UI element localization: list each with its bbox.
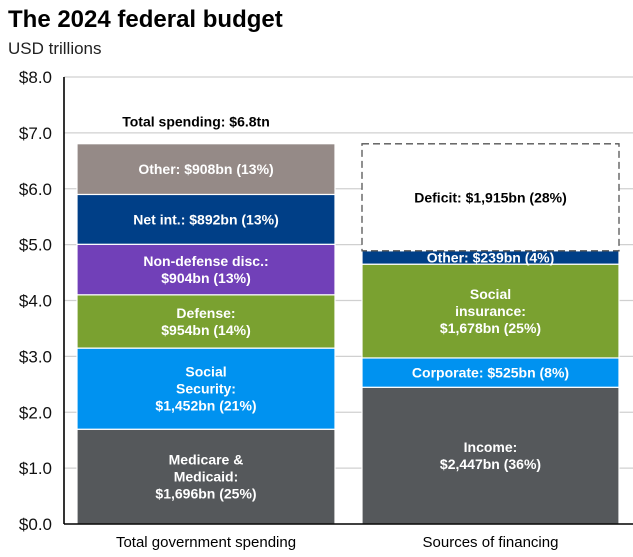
- chart-title: The 2024 federal budget: [8, 6, 283, 33]
- segment-label-line: Medicaid:: [174, 469, 239, 485]
- segment-label-line: $1,452bn (21%): [155, 398, 256, 414]
- segment-label-line: $954bn (14%): [161, 322, 250, 338]
- x-axis-labels: Total government spending Sources of fina…: [116, 534, 559, 551]
- segment-label-line: Security:: [176, 381, 236, 397]
- y-tick-label: $1.0: [19, 459, 52, 478]
- segment-label: Other: $239bn (4%): [427, 250, 555, 266]
- segment-label-line: Other: $239bn (4%): [427, 250, 555, 266]
- segment-label: Other: $908bn (13%): [138, 161, 273, 177]
- segment-label-line: Net int.: $892bn (13%): [133, 211, 278, 227]
- y-tick-label: $5.0: [19, 236, 52, 255]
- segment-label-line: $1,696bn (25%): [155, 486, 256, 502]
- bar-segment-social-security: [76, 347, 336, 430]
- y-tick-label: $2.0: [19, 403, 52, 422]
- y-axis: $0.0 $1.0 $2.0 $3.0 $4.0 $5.0 $6.0 $7.0 $8.0: [19, 68, 52, 534]
- y-tick-label: $8.0: [19, 68, 52, 87]
- plot-frame: [63, 77, 633, 525]
- bar-total-government-spending: Medicare & Medicaid: $1,696bn (25%) Social S…: [76, 143, 336, 525]
- bar-segment-income: [361, 386, 620, 525]
- bar-sources-of-financing: Income: $2,447bn (36%) Corporate: $525bn (…: [361, 143, 620, 525]
- x-category-label: Total government spending: [116, 534, 296, 551]
- segment-label: Deficit: $1,915bn (28%): [414, 189, 567, 205]
- segment-label-line: Deficit: $1,915bn (28%): [414, 189, 567, 205]
- bar-segment-corporate: [361, 357, 620, 388]
- segment-label-line: $2,447bn (36%): [440, 456, 541, 472]
- total-spending-annotation: Total spending: $6.8tn: [122, 114, 270, 130]
- segment-label: Defense: $954bn (14%): [161, 305, 250, 338]
- segment-label-line: $1,678bn (25%): [440, 320, 541, 336]
- segment-label-line: Other: $908bn (13%): [138, 161, 273, 177]
- x-category-label: Sources of financing: [423, 534, 559, 551]
- y-tick-label: $6.0: [19, 180, 52, 199]
- segment-label: Social insurance: $1,678bn (25%): [440, 286, 541, 336]
- segment-label-line: Social: [185, 364, 226, 380]
- chart-subtitle: USD trillions: [8, 39, 102, 58]
- bar-segment-net-int: [76, 193, 336, 245]
- y-tick-label: $0.0: [19, 515, 52, 534]
- segment-label-line: $904bn (13%): [161, 270, 250, 286]
- segment-label: Net int.: $892bn (13%): [133, 211, 278, 227]
- segment-label-line: Non-defense disc.:: [143, 253, 268, 269]
- segment-label: Non-defense disc.: $904bn (13%): [143, 253, 268, 286]
- segment-label-line: Social: [470, 286, 511, 302]
- segment-label: Social Security: $1,452bn (21%): [155, 364, 256, 414]
- y-tick-label: $7.0: [19, 124, 52, 143]
- bar-segment-medicare-medicaid: [76, 428, 336, 525]
- y-tick-label: $3.0: [19, 347, 52, 366]
- segment-label: Corporate: $525bn (8%): [412, 365, 569, 381]
- bar-segment-non-defense-disc: [76, 243, 336, 296]
- segment-label: Income: $2,447bn (36%): [440, 439, 541, 472]
- y-tick-label: $4.0: [19, 292, 52, 311]
- segment-label-line: insurance:: [455, 303, 526, 319]
- bar-segment-social-insurance: [361, 263, 620, 359]
- segment-label-line: Defense:: [176, 305, 235, 321]
- annotations: Total spending: $6.8tn: [122, 114, 270, 130]
- bar-segment-deficit: [361, 143, 620, 252]
- segment-label-line: Income:: [464, 439, 518, 455]
- segment-label-line: Corporate: $525bn (8%): [412, 365, 569, 381]
- segment-label-line: Medicare &: [169, 452, 244, 468]
- bar-segment-defense: [76, 294, 336, 349]
- segment-label: Medicare & Medicaid: $1,696bn (25%): [155, 452, 256, 502]
- bars: Medicare & Medicaid: $1,696bn (25%)Social S…: [76, 143, 620, 525]
- bar-segment-other: [76, 143, 336, 196]
